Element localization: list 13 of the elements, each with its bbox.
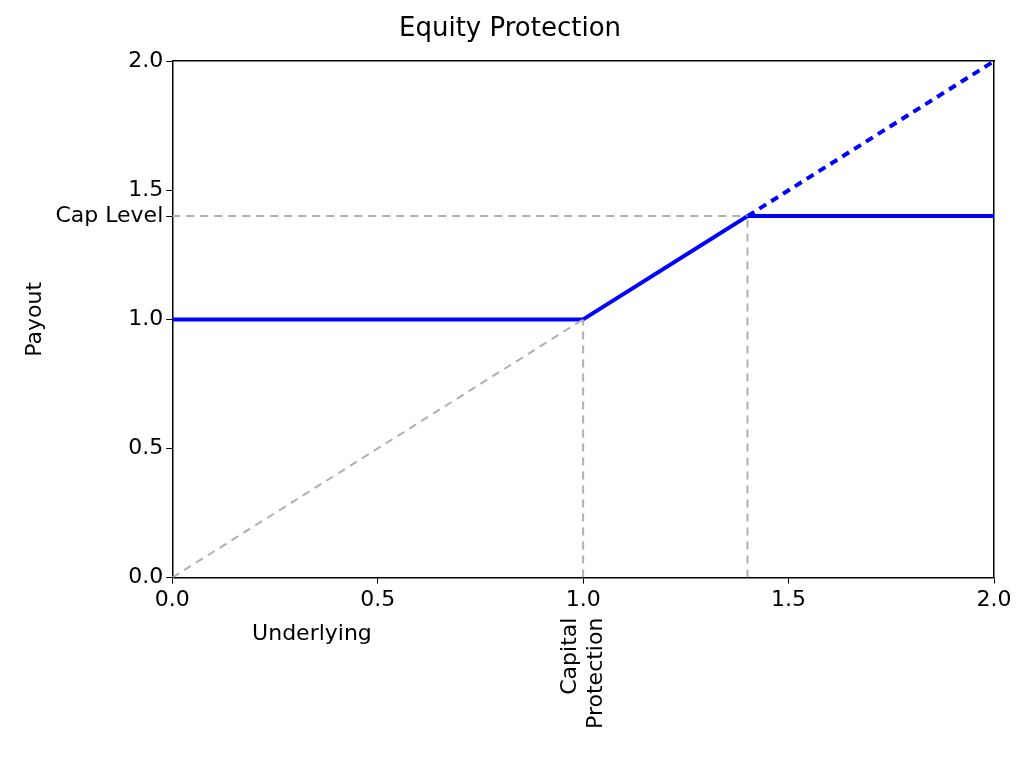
x-tick-label: 0.5 (360, 585, 396, 611)
y-tick-label: 1.5 (128, 176, 164, 202)
y-tick-label: Cap Level (55, 201, 164, 227)
x-tick-label: 2.0 (976, 585, 1012, 611)
chart-title: Equity Protection (398, 12, 622, 43)
x-tick-label: 1.5 (771, 585, 807, 611)
x-tick-label: 1.0 (565, 585, 601, 611)
y-tick-label: 0.5 (128, 434, 164, 460)
y-axis-title: Payout (20, 281, 46, 357)
annotation: Capital Protection (555, 617, 607, 729)
x-axis-title: Underlying (252, 620, 372, 646)
y-tick-label: 2.0 (128, 46, 164, 72)
y-tick-label: 1.0 (128, 305, 164, 331)
